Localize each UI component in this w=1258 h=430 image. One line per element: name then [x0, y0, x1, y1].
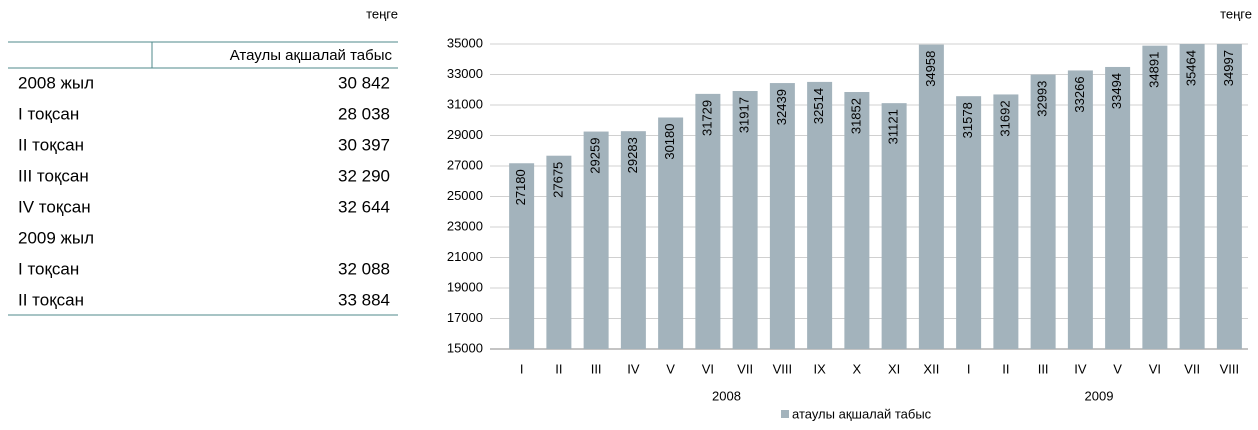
x-tick-label: VII	[737, 361, 753, 376]
x-tick-label: V	[1113, 361, 1122, 376]
row-label: I тоқсан	[18, 104, 79, 123]
x-tick-label: II	[555, 361, 562, 376]
row-value: 32 290	[338, 166, 390, 185]
data-label: 29283	[625, 137, 640, 173]
legend-label: атаулы ақшалай табыс	[792, 406, 932, 421]
row-value: 30 397	[338, 135, 390, 154]
row-value: 33 884	[338, 290, 390, 309]
y-tick-label: 29000	[447, 127, 483, 142]
bar	[1067, 70, 1093, 349]
bar	[993, 94, 1019, 349]
legend-swatch	[781, 410, 789, 418]
y-tick-label: 25000	[447, 188, 483, 203]
x-tick-label: X	[853, 361, 862, 376]
x-tick-label: IV	[1074, 361, 1087, 376]
bar	[509, 163, 535, 349]
x-tick-label: VIII	[1220, 361, 1240, 376]
chart-unit: теңге	[1220, 6, 1252, 21]
data-label: 34997	[1221, 50, 1236, 86]
x-tick-label: VI	[702, 361, 714, 376]
bar	[1030, 74, 1056, 349]
data-label: 33266	[1072, 76, 1087, 112]
data-label: 31729	[699, 100, 714, 136]
bar	[1216, 44, 1242, 349]
table-unit: теңге	[366, 6, 398, 21]
x-tick-label: I	[967, 361, 971, 376]
x-tick-label: VII	[1184, 361, 1200, 376]
group-label: 2008	[712, 388, 741, 403]
data-label: 35464	[1184, 50, 1199, 86]
y-tick-label: 23000	[447, 218, 483, 233]
bar	[844, 92, 870, 349]
y-tick-label: 21000	[447, 249, 483, 264]
bar	[881, 103, 907, 349]
bar	[620, 131, 646, 349]
x-tick-label: VI	[1149, 361, 1161, 376]
data-label: 32993	[1035, 81, 1050, 117]
data-label: 33494	[1109, 73, 1124, 109]
row-label: III тоқсан	[18, 166, 89, 185]
data-label: 31578	[960, 102, 975, 138]
y-tick-label: 33000	[447, 66, 483, 81]
bar	[583, 131, 609, 349]
bar	[807, 81, 833, 349]
row-label: IV тоқсан	[18, 197, 91, 216]
row-value: 32 088	[338, 259, 390, 278]
group-label: 2009	[1085, 388, 1114, 403]
table-header: Атаулы ақшалай табыс	[230, 47, 393, 64]
y-tick-label: 35000	[447, 35, 483, 50]
x-tick-label: II	[1002, 361, 1009, 376]
data-label: 34958	[923, 51, 938, 87]
bar	[732, 91, 758, 349]
bar	[546, 155, 572, 349]
y-tick-label: 31000	[447, 96, 483, 111]
y-tick-label: 17000	[447, 310, 483, 325]
data-label: 30180	[662, 124, 677, 160]
y-tick-label: 15000	[447, 340, 483, 355]
x-tick-label: I	[520, 361, 524, 376]
bar	[1179, 44, 1205, 349]
data-label: 32439	[774, 89, 789, 125]
row-label: 2009 жыл	[18, 228, 94, 247]
data-label: 34891	[1146, 52, 1161, 88]
row-value: 28 038	[338, 104, 390, 123]
data-label: 32514	[811, 88, 826, 124]
data-label: 27180	[513, 169, 528, 205]
x-tick-label: V	[666, 361, 675, 376]
bar	[658, 117, 684, 349]
row-label: II тоқсан	[18, 135, 84, 154]
x-tick-label: XII	[923, 361, 939, 376]
x-tick-label: III	[1038, 361, 1049, 376]
data-label: 27675	[550, 162, 565, 198]
row-label: I тоқсан	[18, 259, 79, 278]
row-value: 30 842	[338, 73, 390, 92]
row-value: 32 644	[338, 197, 390, 216]
data-label: 29259	[588, 138, 603, 174]
y-tick-label: 19000	[447, 279, 483, 294]
bar	[956, 96, 982, 349]
data-label: 31692	[997, 100, 1012, 136]
bar	[1142, 45, 1168, 349]
row-label: II тоқсан	[18, 290, 84, 309]
x-tick-label: XI	[888, 361, 900, 376]
bar	[1105, 66, 1131, 349]
x-tick-label: VIII	[773, 361, 793, 376]
data-label: 31121	[886, 109, 901, 144]
y-tick-label: 27000	[447, 157, 483, 172]
bar	[769, 83, 795, 349]
data-label: 31852	[848, 98, 863, 134]
bar	[918, 44, 944, 349]
data-label: 31917	[737, 97, 752, 133]
x-tick-label: IV	[627, 361, 640, 376]
row-label: 2008 жыл	[18, 73, 94, 92]
x-tick-label: IX	[813, 361, 826, 376]
x-tick-label: III	[591, 361, 602, 376]
bar	[695, 93, 721, 349]
bars	[509, 44, 1242, 349]
